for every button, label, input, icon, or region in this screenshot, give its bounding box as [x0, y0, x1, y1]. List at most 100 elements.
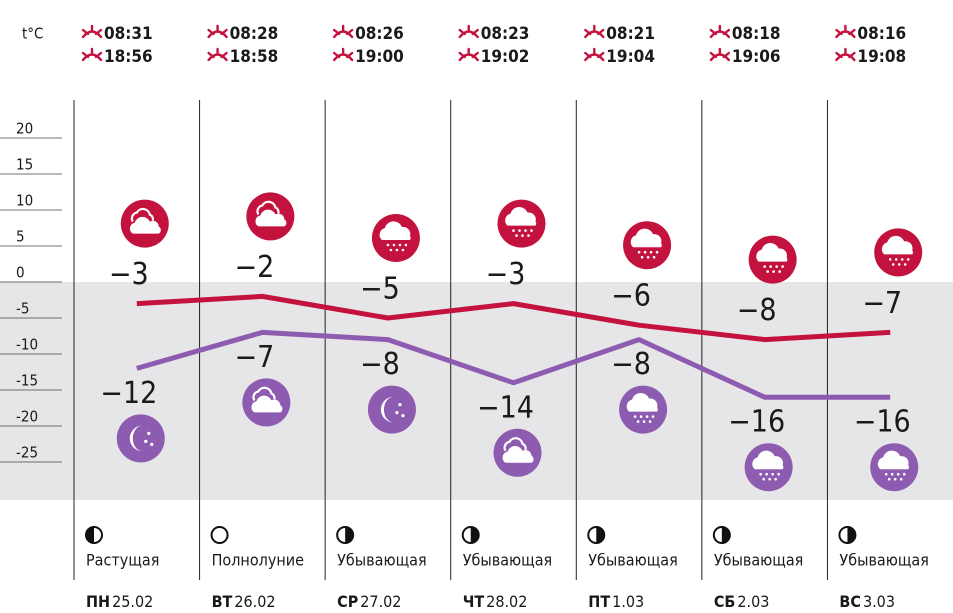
- moon-shade: [847, 527, 856, 543]
- star: [395, 411, 399, 415]
- y-tick-label: 15: [16, 156, 33, 174]
- sun-arc: [709, 24, 731, 39]
- weather-icon: [120, 199, 169, 248]
- weather-icon: [116, 414, 165, 463]
- sunrise-time: 08:31: [104, 24, 153, 44]
- night-temp-label: −16: [728, 405, 785, 440]
- weekday: СР: [337, 592, 358, 611]
- snowflake: [894, 258, 898, 261]
- snowflake: [386, 243, 390, 247]
- night-temp-label: −8: [611, 347, 651, 382]
- moon-shade: [721, 527, 730, 543]
- star: [150, 442, 154, 446]
- date-label: ПТ 1.03: [588, 592, 644, 611]
- cloud-front: [877, 450, 909, 470]
- moon-phase-label: Полнолуние: [212, 551, 305, 570]
- snowflake: [404, 243, 408, 247]
- y-tick-label: 20: [16, 120, 33, 138]
- sun-arc: [207, 47, 228, 62]
- moon-shade: [596, 527, 605, 543]
- star: [401, 414, 405, 418]
- moon-shade: [86, 527, 94, 543]
- star: [144, 439, 148, 443]
- snowflake: [884, 472, 888, 476]
- sunset-icon: [458, 47, 479, 62]
- snowflake: [651, 415, 655, 418]
- moon-phase-icon: [838, 526, 857, 544]
- sunset-icon: [332, 47, 354, 62]
- cloud-front: [630, 228, 662, 248]
- snowflake: [900, 258, 904, 261]
- snowflake: [643, 250, 647, 254]
- sunrise-icon: [332, 24, 354, 39]
- snowflake: [395, 248, 399, 252]
- snowflake: [648, 420, 652, 423]
- cloud-front: [129, 216, 161, 234]
- snowflake: [645, 415, 649, 418]
- weather-icon: [371, 214, 420, 262]
- cloud-front: [752, 450, 784, 470]
- sun-arc: [584, 24, 605, 39]
- cloud-front: [255, 209, 287, 227]
- snowflake: [902, 472, 906, 476]
- weather-icon: [493, 428, 542, 477]
- snowflake: [649, 250, 653, 254]
- y-tick-label: -20: [16, 408, 38, 426]
- sunrise-time: 08:26: [355, 24, 404, 44]
- temperature-line: [136, 329, 891, 400]
- cloud-back: [503, 437, 527, 452]
- sun-arc: [332, 47, 354, 62]
- sun-arc: [81, 24, 103, 39]
- day-temp-label: −6: [611, 279, 651, 314]
- weekday: СБ: [714, 592, 736, 611]
- snowflake: [768, 477, 771, 481]
- snowflake: [515, 234, 518, 237]
- y-axis-label: t°C: [22, 25, 43, 43]
- sunset-time: 18:58: [230, 47, 279, 67]
- moon-phase-icon: [461, 526, 480, 544]
- below-zero-band: [0, 282, 953, 500]
- snowflake: [655, 250, 659, 254]
- snowflake: [765, 472, 768, 476]
- sunset-time: 19:08: [857, 47, 906, 67]
- sun-arc: [584, 47, 605, 62]
- snowflake: [512, 229, 515, 232]
- day-temp-label: −5: [360, 272, 400, 307]
- snowflake: [633, 415, 637, 418]
- moon-crescent: [380, 396, 394, 423]
- y-tick-label: 10: [16, 192, 33, 210]
- cloud-front: [756, 243, 788, 262]
- y-tick-label: -5: [16, 300, 29, 318]
- moon-crescent: [129, 425, 143, 452]
- snowflake: [903, 263, 907, 266]
- weekday: ЧТ: [463, 592, 485, 611]
- date: 26.02: [234, 592, 275, 611]
- cloud: [130, 207, 155, 223]
- snowflake: [652, 255, 656, 259]
- cloud-front: [881, 235, 913, 255]
- moon-phase-icon: [336, 526, 355, 544]
- sun-arc: [207, 24, 228, 39]
- moon-phase-label: Убывающая: [337, 551, 426, 570]
- y-tick-label: -10: [16, 336, 38, 354]
- day-temp-label: −2: [234, 250, 274, 285]
- weekday: ВС: [839, 592, 861, 611]
- sunrise-icon: [709, 24, 731, 39]
- cloud-front: [626, 393, 658, 412]
- sunrise-time: 08:16: [857, 24, 906, 44]
- icon-circle: [367, 385, 416, 434]
- night-temp-label: −7: [234, 340, 274, 375]
- moon-shade: [345, 527, 354, 543]
- snowflake: [781, 265, 784, 268]
- snowflake: [524, 229, 527, 232]
- weather-icon: [619, 385, 668, 434]
- cloud: [252, 386, 276, 401]
- sunset-icon: [584, 47, 605, 62]
- snowflake: [389, 248, 393, 252]
- snowflake: [637, 250, 641, 254]
- y-tick-label: 0: [16, 264, 25, 282]
- snowflake: [896, 472, 900, 476]
- snowflake: [772, 270, 775, 273]
- snowflake: [769, 265, 772, 268]
